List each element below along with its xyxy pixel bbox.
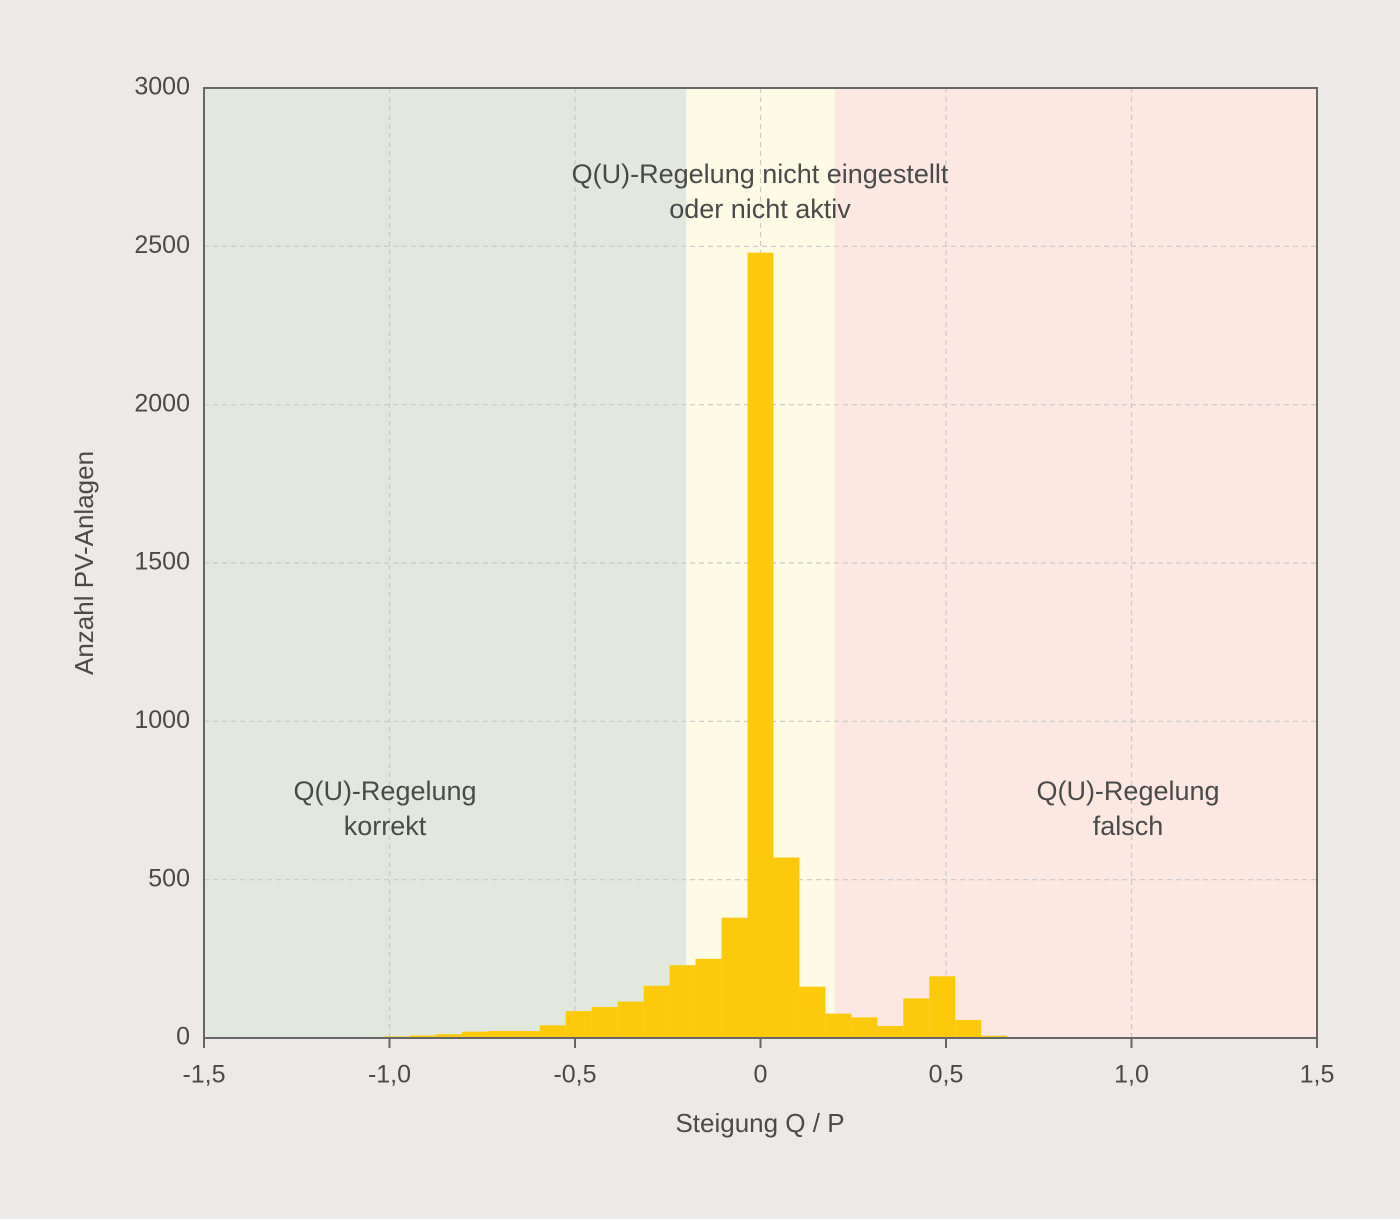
bar — [435, 1034, 462, 1038]
bar — [877, 1025, 904, 1038]
plot-frame — [203, 87, 1318, 1039]
y-tick-label: 0 — [176, 1023, 190, 1051]
bar — [591, 1006, 618, 1038]
y-tick-label: 2000 — [134, 389, 190, 417]
y-tick-label: 1500 — [134, 548, 190, 576]
bar — [903, 998, 930, 1038]
region — [204, 88, 687, 1038]
x-axis-label: Steigung Q / P — [675, 1108, 844, 1138]
x-tick-label: -1,0 — [368, 1061, 411, 1089]
bar — [747, 252, 774, 1038]
y-tick-label: 3000 — [134, 73, 190, 101]
bar — [695, 958, 722, 1038]
bar — [851, 1017, 878, 1038]
region-label: Q(U)-Regelung — [293, 776, 476, 806]
bar — [513, 1031, 540, 1038]
region-label: korrekt — [344, 811, 427, 841]
bar — [539, 1025, 566, 1038]
region-label: Q(U)-Regelung nicht eingestellt — [572, 159, 949, 189]
y-tick-label: 2500 — [134, 231, 190, 259]
y-axis-label: Anzahl PV-Anlagen — [69, 451, 99, 675]
bar — [487, 1031, 514, 1038]
x-tick-label: -0,5 — [553, 1061, 596, 1089]
bars — [383, 252, 1034, 1038]
region-label: falsch — [1093, 811, 1164, 841]
x-tick-label: 0 — [754, 1061, 768, 1089]
bar — [929, 976, 956, 1038]
bar — [669, 965, 696, 1038]
x-tick-label: 0,5 — [929, 1061, 964, 1089]
x-tick-label: 1,0 — [1114, 1061, 1149, 1089]
bar — [565, 1011, 592, 1038]
bar — [643, 985, 670, 1038]
region-label: Q(U)-Regelung — [1036, 776, 1219, 806]
bar — [773, 857, 800, 1038]
bar — [981, 1035, 1008, 1038]
bar — [617, 1001, 644, 1038]
region-label: oder nicht aktiv — [669, 194, 851, 224]
bar — [825, 1013, 852, 1038]
y-tick-label: 500 — [148, 864, 190, 892]
bar — [409, 1035, 436, 1038]
bar — [461, 1031, 488, 1038]
bar — [799, 986, 826, 1038]
x-tick-label: 1,5 — [1300, 1061, 1335, 1089]
bar — [721, 917, 748, 1038]
bar — [955, 1019, 982, 1038]
y-tick-label: 1000 — [134, 706, 190, 734]
x-tick-label: -1,5 — [182, 1061, 225, 1089]
axes: Q(U)-Regelung korrekt Q(U)-Regelung nicht … — [134, 73, 1334, 1089]
